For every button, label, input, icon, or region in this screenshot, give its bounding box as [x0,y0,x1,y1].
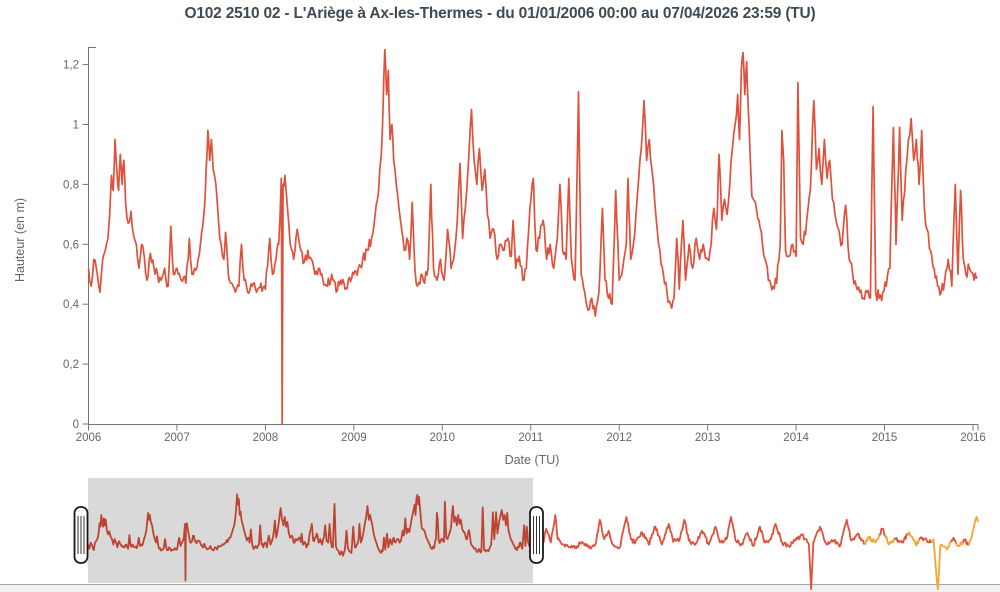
y-axis-title: Hauteur (en m) [13,198,27,282]
navigator-series-line [962,538,970,546]
x-tick-label: 2013 [695,432,721,444]
main-plot-area[interactable] [88,47,978,424]
y-tick-label: 0,2 [63,359,79,371]
bottom-panel [0,585,1000,592]
height-series-line [87,48,978,425]
y-tick-label: 1,2 [63,60,79,72]
x-tick-label: 2006 [76,432,102,444]
x-tick-label: 2016 [960,432,986,444]
navigator-series-line [907,531,920,547]
navigator-series-line [87,493,866,590]
navigator-series-line [930,538,952,590]
navigator [73,478,979,590]
x-tick-label: 2012 [606,432,632,444]
navigator-handle-right[interactable] [529,506,544,564]
x-tick-label: 2010 [430,432,456,444]
x-tick-label: 2014 [783,432,809,444]
navigator-series-line [863,533,881,546]
y-tick-label: 1 [73,120,79,132]
x-tick-label: 2011 [518,432,543,444]
x-tick-label: 2009 [341,432,367,444]
y-tick-label: 0 [73,419,79,431]
navigator-series-line [918,536,932,544]
navigator-selection[interactable] [88,478,533,583]
chart-title: O102 2510 02 - L'Ariège à Ax-les-Thermes… [184,5,816,22]
navigator-series-line [950,536,958,544]
navigator-series-line [955,541,964,547]
x-tick-label: 2015 [872,432,898,444]
x-axis-title: Date (TU) [505,453,560,467]
navigator-series-line [884,535,896,546]
navigator-series-line [894,533,909,544]
height-series [87,48,978,425]
main-axes: 0 0,2 0,4 0,6 0,8 1 1,2 2006 2007 2008 2009 2010 201… [63,47,986,444]
y-tick-label: 0,4 [63,299,80,311]
navigator-series-line [878,527,886,537]
x-tick-label: 2008 [253,432,279,444]
y-tick-label: 0,8 [63,179,79,191]
y-tick-label: 0,6 [63,239,79,251]
navigator-series-line [967,516,979,547]
x-tick-label: 2007 [164,432,190,444]
navigator-handle-left[interactable] [73,506,89,564]
